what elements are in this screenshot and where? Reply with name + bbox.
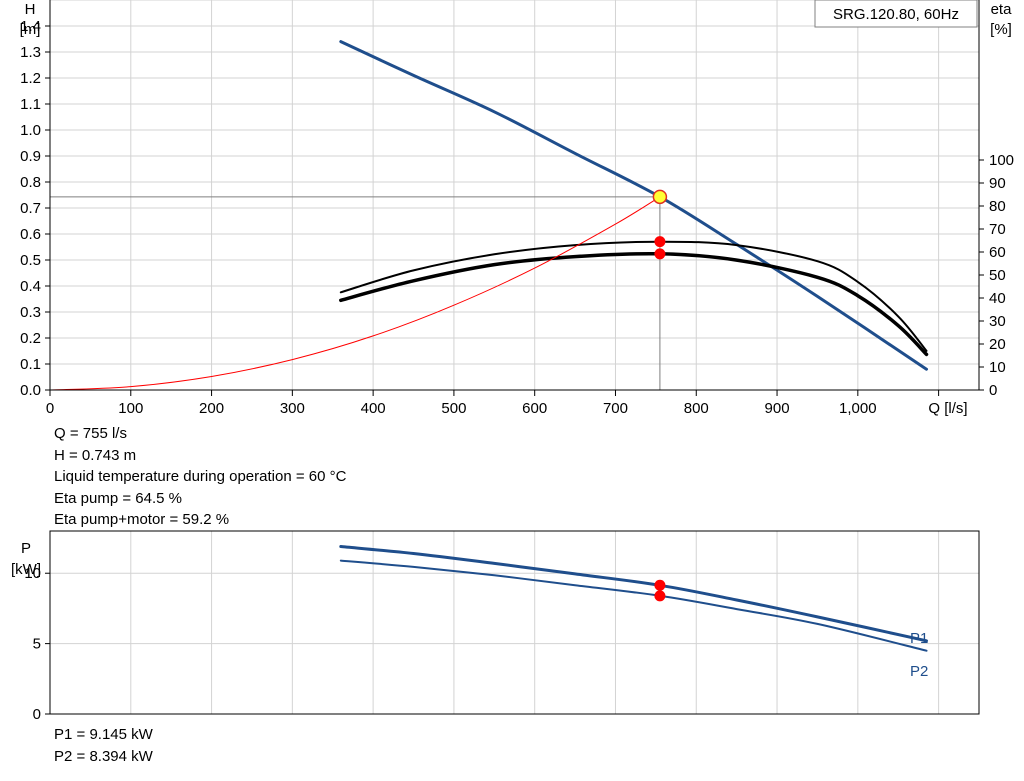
x-tick-label: 0 xyxy=(46,400,54,417)
info-temperature: Liquid temperature during operation = 60… xyxy=(54,468,347,485)
x-tick-label: 300 xyxy=(280,400,305,417)
power-points xyxy=(654,579,666,602)
x-tick-label: 200 xyxy=(199,400,224,417)
x-tick-label: 400 xyxy=(361,400,386,417)
eta-pump-motor-curve xyxy=(339,251,929,357)
y2-tick-label: 30 xyxy=(989,313,1006,330)
y2-tick-label: 100 xyxy=(989,152,1014,169)
tick-labels: 0 100 200 300 400 500 600 700 800 900 1,0000.00.10… xyxy=(20,18,1014,417)
y2-axis-label-eta: eta xyxy=(991,1,1013,18)
y2-tick-label: 90 xyxy=(989,175,1006,192)
p2-curve xyxy=(339,559,928,652)
p1-curve xyxy=(339,545,928,643)
duty-point xyxy=(652,189,668,205)
y-tick-label: 0.8 xyxy=(20,174,41,191)
y2-tick-label: 50 xyxy=(989,267,1006,284)
info-eta-pump-motor: Eta pump+motor = 59.2 % xyxy=(54,511,230,528)
power-y-tick-label: 5 xyxy=(33,636,41,653)
x-tick-label: 500 xyxy=(441,400,466,417)
power-grid xyxy=(50,531,979,714)
y2-tick-label: 10 xyxy=(989,359,1006,376)
y-tick-label: 1.0 xyxy=(20,122,41,139)
y-tick-label: 1.4 xyxy=(20,18,41,35)
y-tick-label: 0.1 xyxy=(20,356,41,373)
power-y-axis-label-unit: [kW] xyxy=(11,561,41,578)
grid xyxy=(50,0,979,390)
y-tick-label: 0.4 xyxy=(20,278,41,295)
info-head: H = 0.743 m xyxy=(54,446,137,464)
eta-pump-motor-point xyxy=(654,248,666,260)
series-label-p2: P2 xyxy=(910,663,928,680)
title-box: SRG.120.80, 60Hz xyxy=(814,0,978,28)
x-axis-label: Q [l/s] xyxy=(928,400,967,417)
y2-tick-label: 0 xyxy=(989,382,997,399)
y-tick-label: 1.2 xyxy=(20,70,41,87)
operating-points xyxy=(652,189,668,260)
y-tick-label: 0.0 xyxy=(20,382,41,399)
y-axis-label-h: H xyxy=(25,1,36,18)
y-tick-label: 1.1 xyxy=(20,96,41,113)
y2-tick-label: 70 xyxy=(989,221,1006,238)
chart-title: SRG.120.80, 60Hz xyxy=(833,6,959,23)
y-tick-label: 0.5 xyxy=(20,252,41,269)
eta-pump-point xyxy=(654,236,666,248)
y-tick-label: 0.9 xyxy=(20,148,41,165)
x-tick-label: 800 xyxy=(684,400,709,417)
operating-reference-lines xyxy=(50,196,661,390)
x-tick-label: 700 xyxy=(603,400,628,417)
y-axis-label-h-unit: [m] xyxy=(20,21,41,38)
y-tick-label: 0.6 xyxy=(20,226,41,243)
power-y-tick-label: 10 xyxy=(24,565,41,582)
y-tick-label: 0.7 xyxy=(20,200,41,217)
x-tick-label: 1,000 xyxy=(839,400,877,417)
series-label-p1: P1 xyxy=(910,630,928,647)
x-tick-label: 900 xyxy=(765,400,790,417)
power-y-axis-label: P xyxy=(21,540,31,557)
power-tick-labels: 0 5 10 xyxy=(24,565,41,723)
curves xyxy=(49,40,929,391)
system-curve xyxy=(49,196,661,391)
eta-pump-curve xyxy=(339,240,928,352)
power-frame xyxy=(49,530,980,715)
power-curves xyxy=(339,545,928,652)
y2-tick-label: 40 xyxy=(989,290,1006,307)
info-flow: Q = 755 l/s xyxy=(54,425,127,442)
power-info: P1 = 9.145 kW P2 = 8.394 kW xyxy=(54,724,153,767)
info-p2: P2 = 8.394 kW xyxy=(54,747,153,765)
y-tick-label: 0.3 xyxy=(20,304,41,321)
p2-point xyxy=(654,590,666,602)
power-axes xyxy=(45,530,980,715)
head-curve xyxy=(339,40,928,371)
x-tick-label: 600 xyxy=(522,400,547,417)
y2-tick-label: 80 xyxy=(989,198,1006,215)
power-y-tick-label: 0 xyxy=(33,706,41,723)
y2-tick-label: 20 xyxy=(989,336,1006,353)
y-tick-label: 1.3 xyxy=(20,44,41,61)
p1-point xyxy=(654,579,666,591)
y-tick-label: 0.2 xyxy=(20,330,41,347)
info-eta-pump: Eta pump = 64.5 % xyxy=(54,489,182,507)
operating-info: Q = 755 l/s H = 0.743 m Liquid temperatu… xyxy=(54,423,346,531)
info-p1: P1 = 9.145 kW xyxy=(54,726,153,743)
x-tick-label: 100 xyxy=(118,400,143,417)
y2-tick-label: 60 xyxy=(989,244,1006,261)
y2-axis-label-eta-unit: [%] xyxy=(990,21,1012,38)
axes xyxy=(45,0,984,396)
